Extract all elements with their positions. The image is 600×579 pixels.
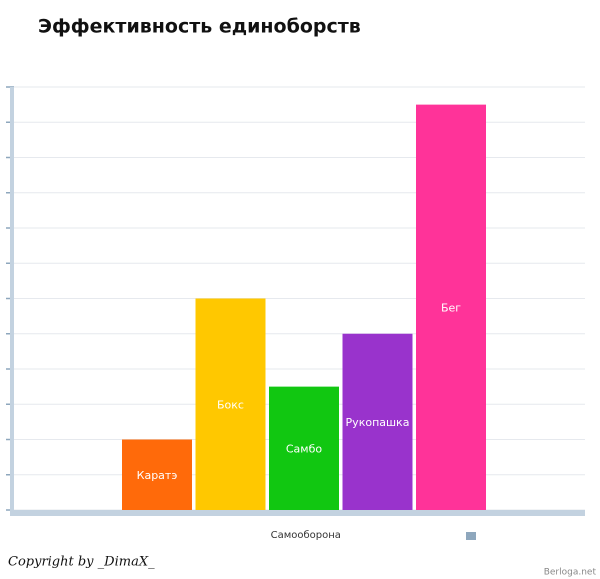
legend-icon [466, 532, 476, 540]
copyright: Copyright by _DimaX_ [8, 555, 155, 570]
y-axis [10, 87, 14, 516]
x-tick-label: Самооборона [271, 530, 341, 541]
bar-label: Бокс [217, 398, 244, 411]
x-axis [10, 510, 585, 516]
bar [122, 439, 192, 510]
bar [195, 298, 266, 510]
bar-label: Рукопашка [346, 416, 410, 429]
chart-title: Эффективность единоборств [38, 16, 361, 38]
bar-label: Самбо [286, 442, 323, 455]
bar-label: Бег [441, 301, 461, 314]
bar-label: Каратэ [137, 469, 178, 482]
bar [342, 333, 413, 510]
watermark: Berloga.net [544, 568, 597, 578]
bar [416, 104, 486, 510]
bar [269, 386, 339, 510]
